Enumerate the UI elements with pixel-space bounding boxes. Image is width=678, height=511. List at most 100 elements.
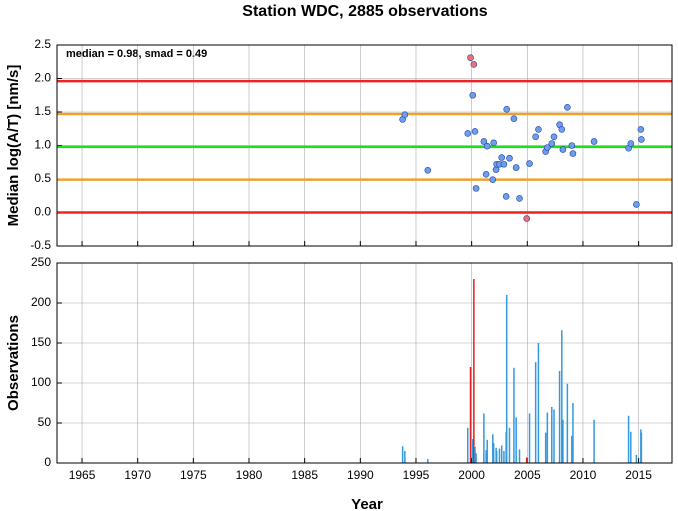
bar [495, 451, 498, 463]
point [424, 166, 432, 174]
bar [508, 427, 511, 463]
point [526, 160, 533, 167]
y-tick-label: 1.5 [34, 104, 51, 118]
y-tick-label: 200 [31, 295, 51, 309]
x-tick-label: 2010 [570, 468, 597, 482]
point [401, 111, 409, 118]
point [548, 140, 556, 147]
bar [635, 455, 638, 463]
bar [498, 448, 501, 463]
x-tick-label: 2005 [514, 468, 541, 482]
bar [427, 459, 429, 463]
bar [404, 451, 406, 463]
y-axis-label: Median log(A/T) [nm/s] [5, 65, 22, 227]
bar [513, 367, 515, 463]
bar [515, 417, 517, 463]
bar [505, 295, 508, 463]
bar [472, 439, 474, 463]
point [498, 154, 505, 161]
point [469, 91, 477, 99]
bar [551, 407, 553, 463]
bar [500, 445, 503, 463]
bar [593, 419, 595, 463]
point [559, 146, 567, 153]
y-tick-label: -0.5 [30, 238, 51, 252]
point [590, 138, 598, 145]
bar [546, 412, 549, 463]
x-tick-label: 1985 [291, 468, 318, 482]
bar [492, 443, 495, 463]
point [464, 130, 472, 137]
bar [544, 432, 547, 463]
bar [553, 409, 555, 463]
bar [475, 453, 477, 463]
y-tick-label: 2.5 [34, 37, 51, 51]
x-axis-label: Year [351, 496, 383, 511]
bar [627, 415, 630, 463]
bar [469, 367, 472, 463]
point [500, 160, 508, 168]
y-tick-label: 250 [31, 255, 51, 269]
bar [640, 432, 643, 463]
bar [561, 330, 563, 463]
x-tick-label: 1965 [69, 468, 96, 482]
bar [485, 450, 487, 463]
point [544, 144, 551, 151]
point [471, 128, 479, 135]
bar [572, 403, 574, 463]
bar [474, 447, 476, 463]
point [638, 136, 645, 143]
x-tick-label: 2000 [458, 468, 485, 482]
bar [473, 279, 475, 463]
point [569, 150, 577, 157]
y-tick-label: 50 [38, 415, 52, 429]
point [503, 106, 511, 113]
y-tick-label: 0.5 [34, 171, 51, 185]
bar [466, 427, 469, 463]
y-tick-label: 100 [31, 375, 51, 389]
x-tick-label: 1975 [180, 468, 207, 482]
bar [534, 362, 537, 463]
point [523, 215, 531, 222]
point [490, 139, 497, 147]
y-axis-label: Observations [5, 315, 22, 411]
bar [537, 343, 540, 463]
bar [562, 419, 564, 463]
x-tick-label: 1970 [124, 468, 151, 482]
plot-frame [56, 262, 673, 464]
point [470, 61, 478, 68]
point [506, 154, 513, 162]
bar [492, 434, 494, 463]
point [480, 138, 488, 145]
x-tick-label: 2015 [625, 468, 652, 482]
point [532, 133, 539, 141]
y-tick-label: 2.0 [34, 71, 51, 85]
bar [518, 449, 521, 463]
point [512, 164, 520, 171]
point [564, 104, 571, 111]
point [633, 201, 640, 208]
x-tick-label: 1990 [347, 468, 374, 482]
point [492, 166, 500, 173]
point [482, 171, 490, 178]
y-tick-label: 150 [31, 335, 51, 349]
y-tick-label: 1.0 [34, 138, 51, 152]
point [568, 142, 576, 149]
bar [571, 435, 573, 463]
point [502, 193, 510, 200]
bar [483, 413, 485, 463]
plot-frame [56, 44, 673, 247]
x-tick-label: 1980 [236, 468, 263, 482]
point [483, 142, 491, 150]
bar [630, 431, 632, 463]
annotation: median = 0.98, smad = 0.49 [66, 48, 207, 60]
point [516, 195, 523, 202]
bar [486, 439, 488, 463]
point [467, 54, 474, 62]
point [558, 126, 566, 133]
bar [558, 371, 561, 463]
bar [525, 457, 528, 463]
point [550, 133, 558, 141]
